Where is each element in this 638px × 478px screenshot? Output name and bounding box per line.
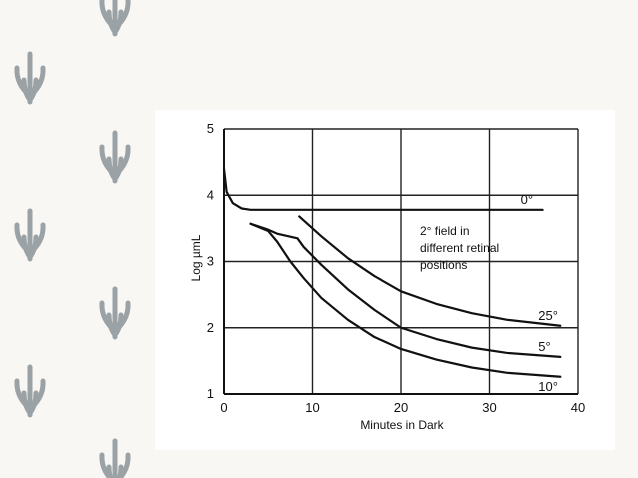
annotation-line-2: different retinal bbox=[420, 241, 499, 255]
x-tick-label: 40 bbox=[571, 400, 585, 415]
series-label: 25° bbox=[538, 308, 558, 323]
annotation-line-1: 2° field in bbox=[420, 224, 470, 238]
leaf-sprig-icon bbox=[14, 208, 46, 262]
x-tick-label: 30 bbox=[482, 400, 496, 415]
y-tick-label: 2 bbox=[207, 320, 214, 335]
leaf-sprig-icon bbox=[99, 438, 131, 478]
x-tick-label: 0 bbox=[220, 400, 227, 415]
x-tick-label: 20 bbox=[394, 400, 408, 415]
series-label: 0° bbox=[521, 192, 533, 207]
x-axis-title: Minutes in Dark bbox=[360, 418, 444, 432]
x-tick-label: 10 bbox=[305, 400, 319, 415]
leaf-sprig-icon bbox=[99, 0, 131, 37]
chart-series: 0° 25° 5° 10° bbox=[222, 167, 562, 394]
series-line bbox=[249, 222, 562, 358]
series-line bbox=[249, 222, 562, 378]
series-line bbox=[298, 215, 562, 327]
series-line bbox=[222, 167, 544, 211]
y-tick-label: 5 bbox=[207, 121, 214, 136]
series-label: 10° bbox=[538, 379, 558, 394]
leaf-sprig-icon bbox=[99, 130, 131, 184]
y-tick-label: 1 bbox=[207, 386, 214, 401]
series-label: 5° bbox=[538, 339, 550, 354]
leaf-sprig-icon bbox=[14, 51, 46, 105]
leaf-sprig-icon bbox=[14, 364, 46, 418]
annotation-line-3: positions bbox=[420, 258, 467, 272]
chart-ticks: 0 10 20 30 40 1 2 3 4 5 bbox=[207, 121, 585, 415]
y-tick-label: 4 bbox=[207, 187, 214, 202]
leaf-sprig-icon bbox=[99, 286, 131, 340]
y-axis-title: Log µmL bbox=[189, 234, 203, 281]
y-tick-label: 3 bbox=[207, 254, 214, 269]
